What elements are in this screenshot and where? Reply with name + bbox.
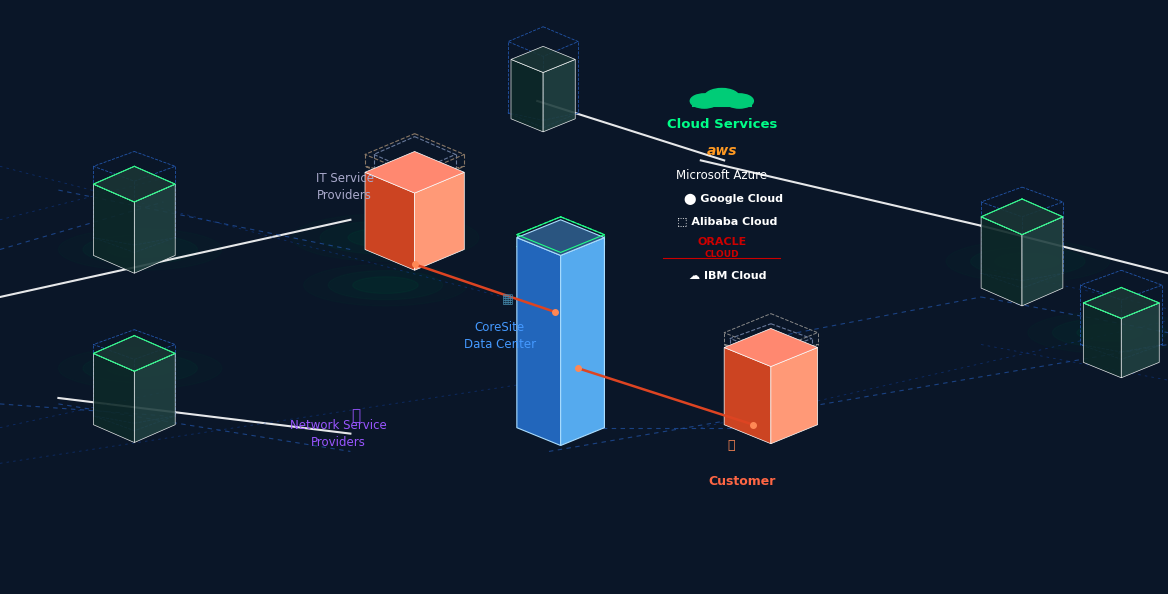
Ellipse shape	[995, 253, 1061, 270]
Polygon shape	[981, 199, 1063, 235]
Polygon shape	[364, 151, 464, 193]
Circle shape	[704, 89, 739, 106]
Polygon shape	[93, 184, 134, 273]
Polygon shape	[724, 328, 818, 366]
Text: CoreSite
Data Center: CoreSite Data Center	[464, 321, 536, 350]
Ellipse shape	[320, 221, 451, 254]
Ellipse shape	[1077, 324, 1142, 341]
Text: Customer: Customer	[708, 475, 776, 488]
Text: ⬤ Google Cloud: ⬤ Google Cloud	[684, 194, 783, 204]
Text: Microsoft Azure: Microsoft Azure	[676, 169, 767, 182]
Ellipse shape	[58, 229, 222, 270]
Polygon shape	[134, 184, 175, 273]
Polygon shape	[1083, 287, 1159, 318]
Polygon shape	[771, 347, 818, 444]
Ellipse shape	[946, 241, 1110, 282]
Polygon shape	[724, 347, 771, 444]
Text: ⬚ Alibaba Cloud: ⬚ Alibaba Cloud	[677, 216, 778, 226]
Text: ▦: ▦	[502, 293, 514, 307]
Text: 🌐: 🌐	[352, 408, 361, 424]
Ellipse shape	[304, 264, 467, 306]
Circle shape	[690, 94, 718, 108]
Ellipse shape	[348, 228, 423, 247]
Polygon shape	[1022, 217, 1063, 306]
Polygon shape	[1121, 303, 1159, 378]
Polygon shape	[93, 353, 134, 443]
Ellipse shape	[107, 241, 173, 258]
Ellipse shape	[83, 354, 197, 383]
Polygon shape	[93, 336, 175, 371]
Text: Network Service
Providers: Network Service Providers	[291, 419, 387, 448]
Text: ORACLE: ORACLE	[697, 238, 746, 247]
Polygon shape	[516, 238, 561, 446]
Polygon shape	[561, 238, 605, 446]
Ellipse shape	[353, 277, 418, 293]
Polygon shape	[1083, 303, 1121, 378]
Ellipse shape	[328, 271, 443, 299]
Text: aws: aws	[707, 144, 737, 159]
Text: Cloud Services: Cloud Services	[667, 118, 777, 131]
Polygon shape	[981, 217, 1022, 306]
Polygon shape	[93, 166, 175, 202]
Polygon shape	[415, 172, 464, 270]
Circle shape	[725, 94, 753, 108]
Ellipse shape	[971, 247, 1085, 276]
Ellipse shape	[107, 360, 173, 377]
Text: 🏢: 🏢	[728, 439, 735, 452]
Ellipse shape	[1028, 312, 1168, 353]
Ellipse shape	[292, 214, 479, 261]
Ellipse shape	[58, 347, 222, 389]
Polygon shape	[364, 172, 415, 270]
Polygon shape	[512, 59, 543, 132]
Polygon shape	[134, 353, 175, 443]
Text: CLOUD: CLOUD	[704, 249, 739, 259]
Ellipse shape	[1052, 318, 1167, 347]
Polygon shape	[516, 220, 605, 255]
Text: ☁ IBM Cloud: ☁ IBM Cloud	[689, 271, 766, 281]
Polygon shape	[543, 59, 575, 132]
Text: IT Service
Providers: IT Service Providers	[315, 172, 374, 202]
Ellipse shape	[83, 235, 197, 264]
Polygon shape	[512, 46, 575, 72]
